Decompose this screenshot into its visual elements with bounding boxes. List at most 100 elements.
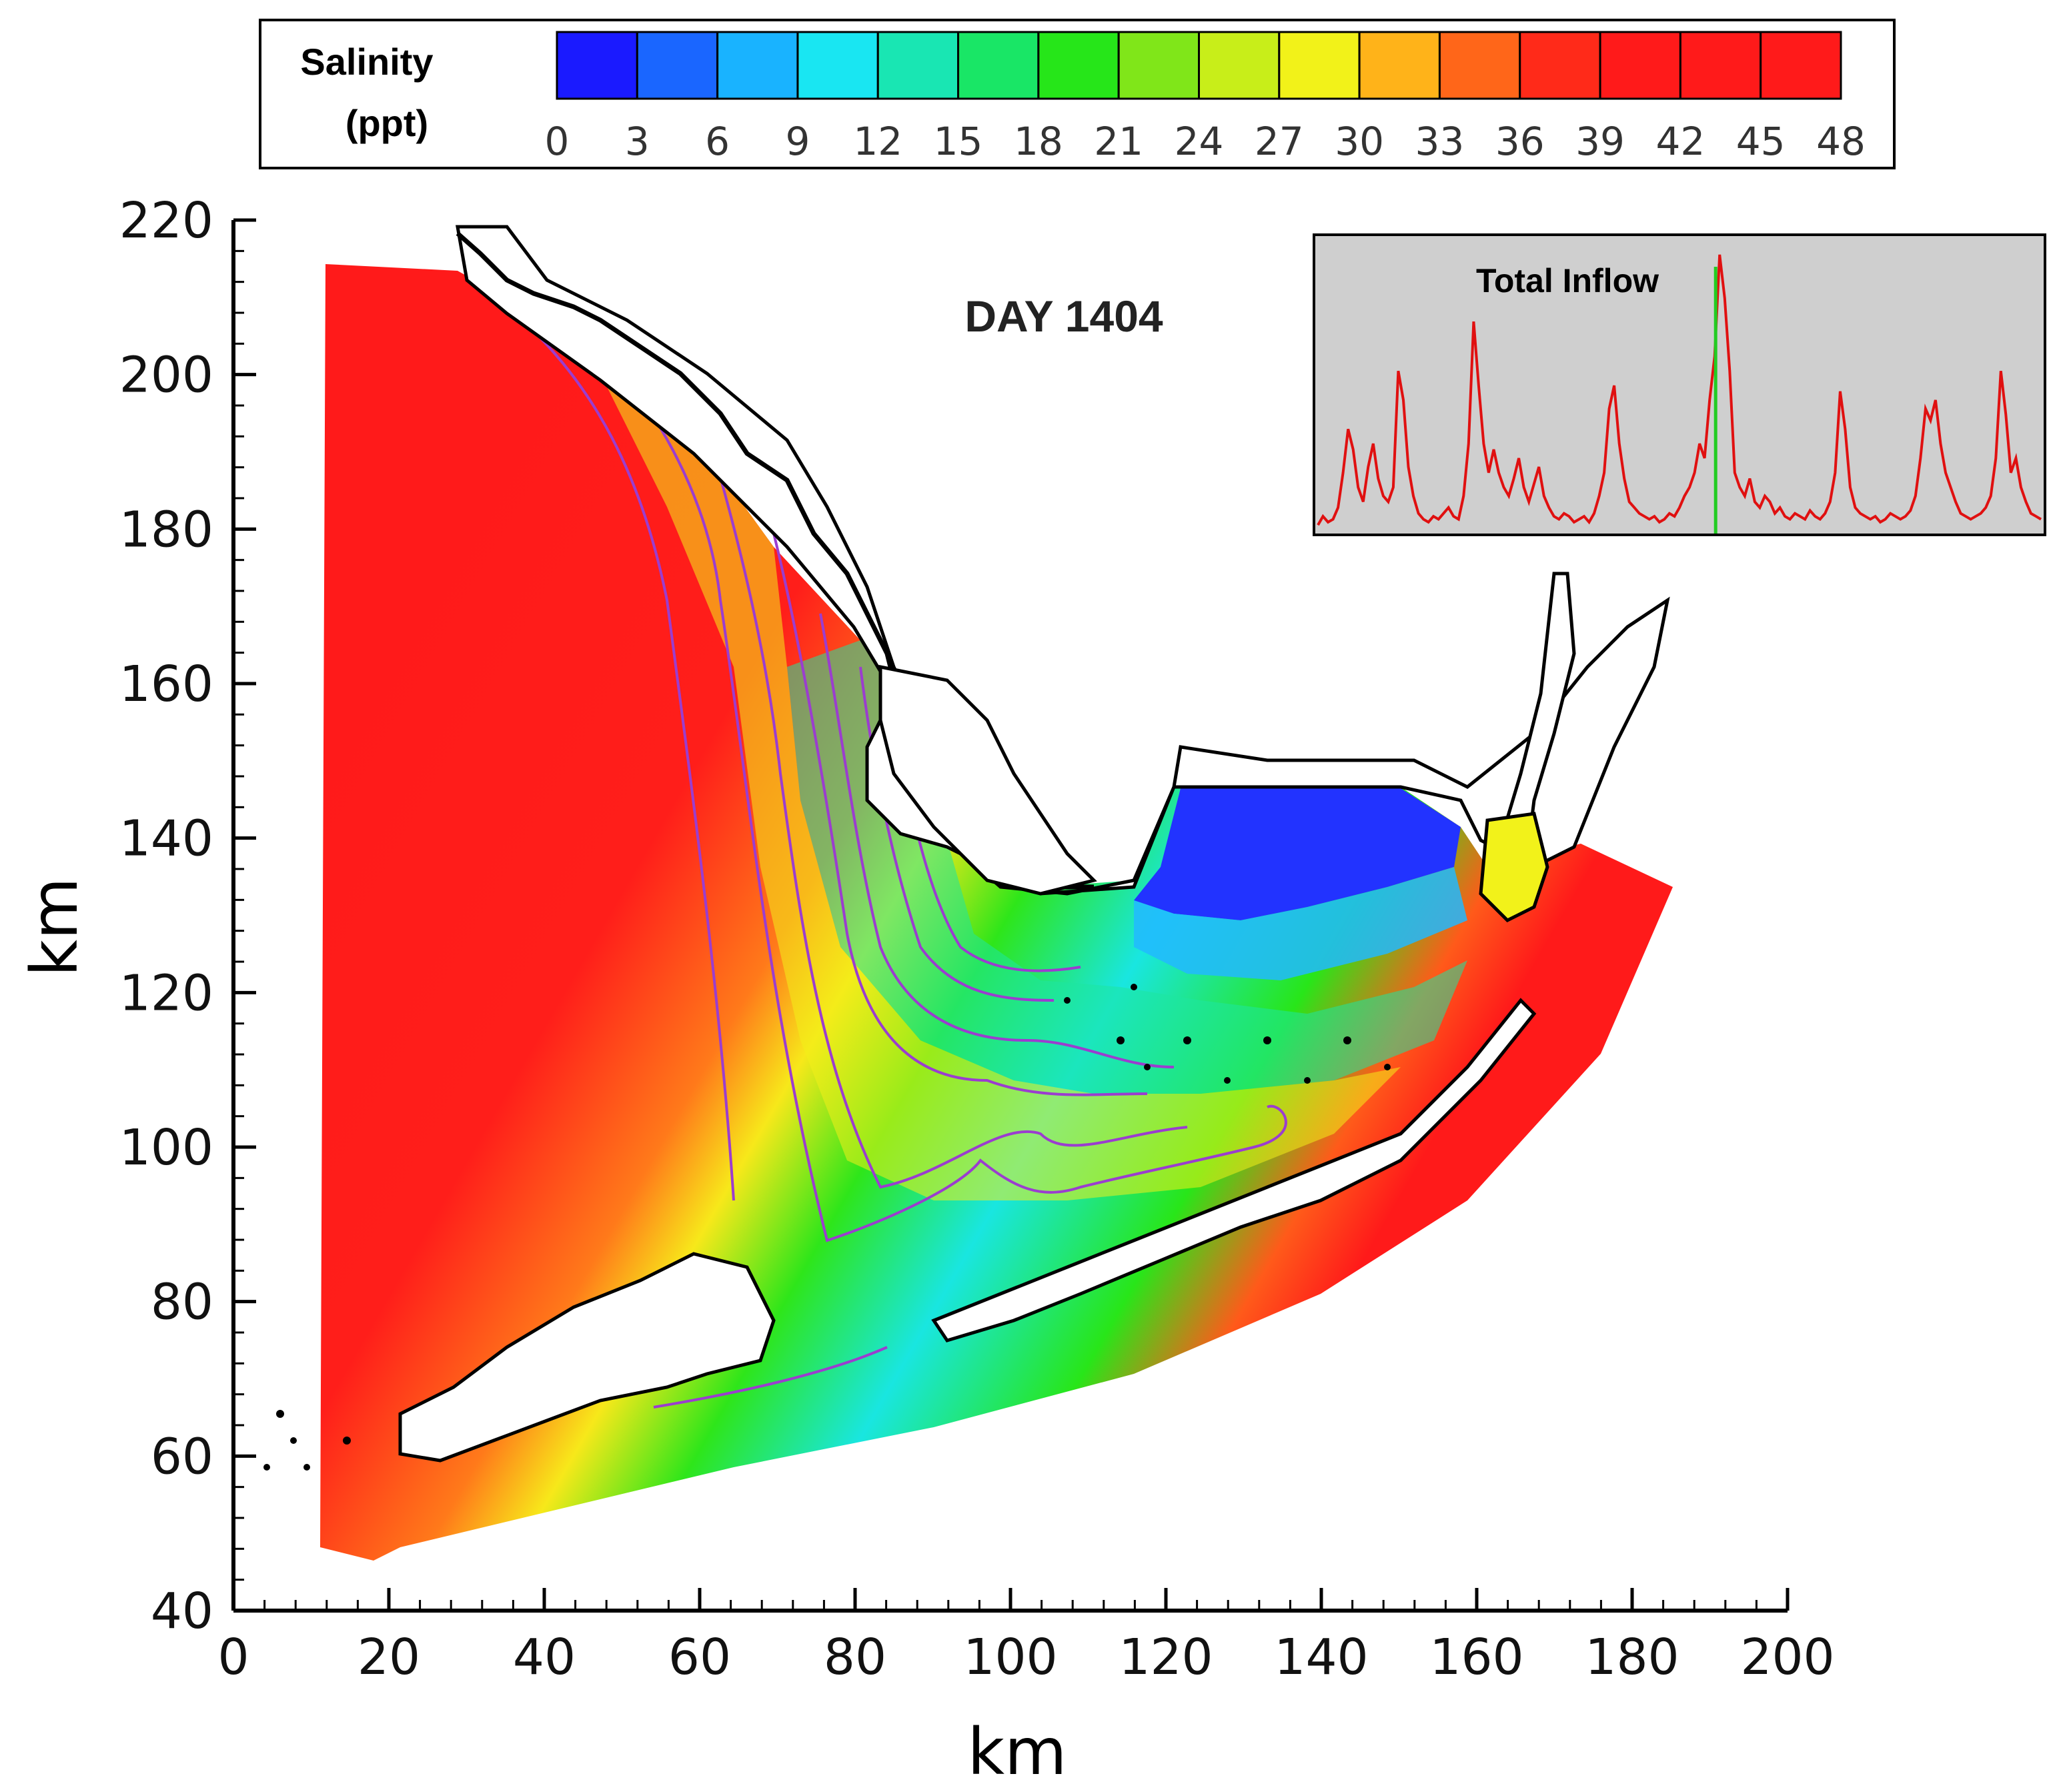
colorbar-swatch (1037, 31, 1120, 100)
colorbar-swatch (716, 31, 799, 100)
islet (1224, 1077, 1231, 1084)
colorbar-tick-label: 21 (1094, 119, 1143, 164)
y-tick-label: 100 (119, 1119, 213, 1176)
contour-line (712, 453, 1188, 1189)
yellow-salinity-band (600, 373, 1401, 1200)
y-tick-label: 140 (119, 810, 213, 868)
islet (1183, 1036, 1191, 1044)
everglades-inlet-land (878, 664, 1097, 896)
y-tick-label: 200 (119, 347, 213, 404)
x-axis-label: km (967, 1715, 1067, 1789)
colorbar-tick-label: 18 (1014, 119, 1063, 164)
x-axis-ticks: 0 20 40 60 80 100 120 140 160 180 200 (217, 1588, 1835, 1686)
contour-line (819, 613, 1175, 1068)
colorbar-legend: Salinity (ppt) 0 3 6 9 12 15 18 21 24 27 30 33 36 39 4… (259, 19, 1896, 169)
islet (263, 1464, 270, 1471)
salinity-map: 0 20 40 60 80 100 120 140 160 180 200 40 60 80 100 120… (17, 192, 1835, 1789)
low-salinity-bay-edge (1134, 867, 1467, 980)
colorbar-tick-label: 36 (1495, 119, 1545, 164)
inset-title: Total Inflow (1476, 262, 1659, 299)
colorbar-title-line1: Salinity (300, 41, 433, 83)
islet (1064, 997, 1071, 1004)
colorbar-tick-label: 48 (1816, 119, 1866, 164)
colorbar-tick-label: 24 (1175, 119, 1224, 164)
islet (1263, 1036, 1271, 1044)
y-tick-label: 80 (151, 1274, 213, 1331)
islet (303, 1464, 310, 1471)
x-tick-label: 40 (513, 1629, 576, 1686)
colorbar-swatch (796, 31, 879, 100)
colorbar-tick-label: 39 (1575, 119, 1625, 164)
islet (343, 1437, 351, 1445)
colorbar-swatch (556, 31, 638, 100)
middle-keys-chain (931, 998, 1537, 1342)
y-axis-label: km (17, 877, 92, 976)
y-tick-label: 120 (119, 964, 213, 1022)
colorbar-swatch (1198, 31, 1281, 100)
colorbar-swatch (1599, 31, 1681, 100)
x-tick-label: 200 (1740, 1629, 1834, 1686)
islet (1117, 1036, 1125, 1044)
y-tick-label: 160 (119, 656, 213, 713)
colorbar-swatch (636, 31, 719, 100)
colorbar-tick-label: 30 (1335, 119, 1384, 164)
colorbar-tick-label: 6 (705, 119, 730, 164)
x-tick-label: 20 (358, 1629, 420, 1686)
x-tick-label: 0 (217, 1629, 249, 1686)
colorbar-tick-label: 0 (545, 119, 570, 164)
islet (276, 1410, 284, 1418)
colorbar-swatch (957, 31, 1040, 100)
low-salinity-bay (1134, 788, 1461, 920)
colorbar-tick-label: 42 (1655, 119, 1705, 164)
total-inflow-inset: Total Inflow (1313, 233, 2046, 536)
inflow-series-line (1317, 254, 2042, 526)
y-tick-label: 40 (151, 1583, 213, 1640)
islet (1384, 1064, 1391, 1070)
colorbar-tick-label: 27 (1255, 119, 1304, 164)
x-tick-label: 160 (1429, 1629, 1523, 1686)
day-label: DAY 1404 (964, 291, 1163, 341)
x-tick-label: 120 (1119, 1629, 1213, 1686)
colorbar-swatch (1519, 31, 1601, 100)
x-tick-label: 140 (1274, 1629, 1368, 1686)
colorbar-tick-labels: 0 3 6 9 12 15 18 21 24 27 30 33 36 39 42 45 48 (545, 119, 1866, 164)
x-tick-label: 60 (668, 1629, 731, 1686)
lower-keys-island-cluster (398, 1252, 776, 1463)
inset-frame (1313, 233, 2046, 536)
colorbar-swatch (1760, 31, 1842, 100)
water-salinity-field (320, 264, 1673, 1561)
colorbar-title-line2: (ppt) (346, 102, 428, 144)
y-tick-label: 180 (119, 501, 213, 558)
islet (1304, 1077, 1311, 1084)
colorbar-tick-label: 45 (1736, 119, 1786, 164)
islet (1343, 1036, 1351, 1044)
x-tick-label: 180 (1585, 1629, 1679, 1686)
islet (290, 1437, 297, 1444)
scattered-islets (263, 984, 1391, 1471)
contour-line (653, 1346, 888, 1409)
yellow-lagoon-island (1479, 812, 1549, 923)
colorbar-swatch (1438, 31, 1521, 100)
colorbar-tick-label: 9 (785, 119, 810, 164)
colorbar-tick-label: 3 (625, 119, 650, 164)
colorbar-swatch (1679, 31, 1762, 100)
x-tick-label: 80 (824, 1629, 886, 1686)
x-tick-label: 100 (963, 1629, 1057, 1686)
colorbar-tick-label: 12 (853, 119, 902, 164)
colorbar-swatch (1117, 31, 1200, 100)
colorbar-swatch (1278, 31, 1361, 100)
contour-line (572, 312, 1287, 1242)
y-axis-ticks: 40 60 80 100 120 140 160 180 200 220 (119, 192, 256, 1640)
colorbar-tick-label: 15 (934, 119, 983, 164)
colorbar-swatch (876, 31, 960, 100)
y-tick-label: 60 (151, 1428, 213, 1485)
contour-line (506, 305, 735, 1201)
colorbar-swatch (1358, 31, 1441, 100)
islet (1144, 1064, 1151, 1070)
y-tick-label: 220 (119, 192, 213, 249)
colorbar-swatches (556, 31, 1842, 100)
contour-line (772, 533, 1148, 1096)
land-areas (398, 225, 1670, 1463)
islet (1131, 984, 1137, 990)
